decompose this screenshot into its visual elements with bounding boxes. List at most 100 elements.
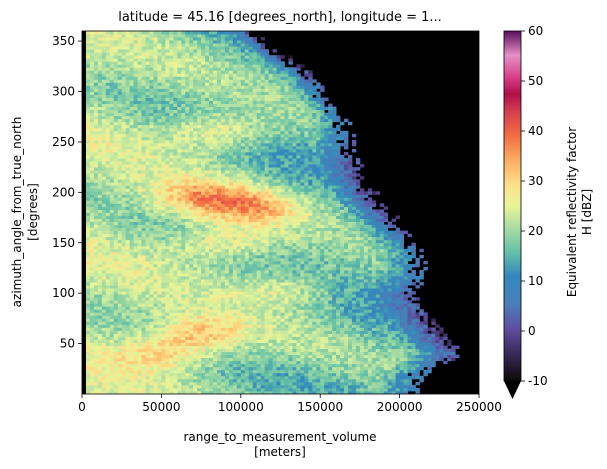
heatmap-cell [101,306,107,310]
heatmap-cell [355,294,361,298]
heatmap-cell [228,257,234,262]
heatmap-cell [395,288,400,292]
heatmap-cell [328,390,333,394]
heatmap-cell [268,279,273,283]
heatmap-cell [296,369,301,374]
heatmap-cell [220,242,226,247]
heatmap-cell [205,342,210,346]
heatmap-cell [93,279,99,283]
heatmap-cell [133,218,138,222]
heatmap-cell [248,260,254,265]
heatmap-cell [189,288,194,292]
heatmap-cell [105,348,111,353]
heatmap-cell [284,297,289,301]
heatmap-cell [391,251,397,256]
heatmap-cell [216,242,222,247]
heatmap-cell [85,215,91,219]
heatmap-cell [181,230,186,235]
heatmap-cell [359,224,365,229]
heatmap-cell [284,387,289,392]
heatmap-cell [173,224,178,229]
heatmap-cell [161,360,166,365]
heatmap-cell [169,263,174,268]
heatmap-cell [240,336,246,340]
heatmap-cell [149,378,154,383]
heatmap-cell [272,266,277,271]
heatmap-cell [197,315,202,319]
heatmap-cell [93,351,99,356]
heatmap-cell [288,369,293,374]
heatmap-cell [244,348,250,353]
heatmap-cell [359,263,365,268]
heatmap-cell [387,288,393,292]
heatmap-cell [320,260,325,265]
heatmap-cell [399,297,404,301]
heatmap-cell [375,333,381,337]
heatmap-cell [407,254,412,259]
heatmap-cell [149,227,154,232]
heatmap-cell [197,227,202,232]
heatmap-cell [232,291,238,295]
heatmap-cell [248,251,254,256]
heatmap-cell [232,227,238,232]
heatmap-cell [209,227,214,232]
heatmap-cell [347,381,353,386]
heatmap-cell [427,339,432,343]
heatmap-cell [149,309,154,313]
heatmap-cell [197,360,202,365]
heatmap-cell [427,366,432,371]
heatmap-cell [97,348,103,353]
heatmap-cell [340,282,345,286]
heatmap-cell [320,309,325,313]
heatmap-cell [240,251,246,256]
heatmap-cell [383,378,389,383]
heatmap-cell [292,245,297,250]
heatmap-cell [232,248,238,253]
heatmap-cell [252,342,258,346]
heatmap-cell [101,348,107,353]
heatmap-cell [316,224,321,229]
heatmap-cell [260,333,266,337]
heatmap-cell [101,309,107,313]
heatmap-cell [161,269,166,274]
heatmap-cell [379,254,385,259]
heatmap-cell [97,387,103,392]
heatmap-cell [89,372,95,377]
heatmap-cell [189,345,194,350]
heatmap-cell [284,336,289,340]
heatmap-cell [141,333,146,337]
heatmap-cell [387,318,393,322]
heatmap-cell [288,276,293,280]
heatmap-cell [97,245,103,250]
heatmap-cell [332,384,337,389]
heatmap-cell [109,303,115,307]
heatmap-cell [189,378,194,383]
heatmap-cell [387,369,393,374]
heatmap-cell [236,236,242,241]
heatmap-cell [236,348,242,353]
heatmap-cell [216,354,222,359]
heatmap-cell [137,215,142,219]
heatmap-cell [193,239,198,244]
heatmap-cell [344,336,349,340]
heatmap-cell [296,354,301,359]
heatmap-cell [105,345,111,350]
heatmap-cell [276,345,281,350]
heatmap-cell [371,312,377,316]
heatmap-cell [185,336,190,340]
heatmap-cell [328,251,333,256]
heatmap-cell [363,224,369,229]
heatmap-cell [101,291,107,295]
heatmap-cell [351,348,357,353]
heatmap-cell [240,354,246,359]
heatmap-cell [276,378,281,383]
heatmap-cell [292,215,297,219]
heatmap-cell [165,345,170,350]
heatmap-cell [153,297,158,301]
heatmap-cell [101,312,107,316]
heatmap-cell [395,372,400,377]
heatmap-cell [173,291,178,295]
heatmap-cell [371,297,377,301]
heatmap-cell [284,381,289,386]
heatmap-cell [296,233,301,238]
